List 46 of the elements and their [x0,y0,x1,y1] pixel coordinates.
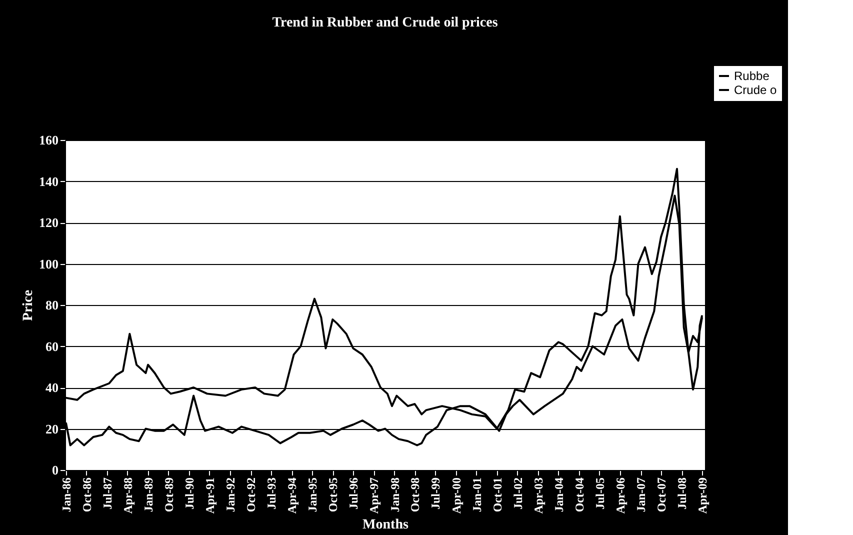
y-tick-label: 0 [52,462,58,478]
x-tick-label: Oct-04 [572,478,586,512]
x-tick-label: Jan-92 [224,478,238,512]
x-tick-label: Jan-89 [142,478,156,512]
y-tick-label: 20 [46,421,58,436]
x-tick-label: Apr-97 [367,478,382,514]
x-tick-label: Jul-02 [510,478,525,510]
x-tick-label: Jul-87 [100,478,114,510]
x-tick-label: Jul-93 [264,478,279,510]
x-tick-label: Jan-95 [306,478,320,512]
x-tick-label: Apr-88 [120,478,135,514]
legend-label: Crude o [734,83,778,97]
x-tick-label: Oct-86 [80,478,94,512]
x-tick-label: Jan-07 [634,478,648,512]
x-axis-title: Months [362,518,409,533]
x-tick-label: Jan-04 [552,478,566,512]
x-tick-label: Oct-98 [408,478,422,512]
x-tick-label: Jul-05 [592,478,607,510]
x-tick-label: Oct-92 [244,478,258,512]
y-tick-label: 40 [46,380,58,395]
x-tick-label: Apr-00 [449,478,464,514]
x-tick-label: Jul-90 [182,478,196,510]
y-tick-label: 140 [39,174,58,189]
x-tick-label: Oct-07 [654,478,669,512]
x-tick-label: Apr-91 [202,478,217,514]
x-tick-label: Apr-09 [696,478,710,514]
y-axis-title: Price [21,290,36,322]
x-tick-label: Apr-06 [613,478,628,514]
x-tick-label: Jan-86 [59,478,74,512]
chart-title: Trend in Rubber and Crude oil prices [272,16,498,30]
y-tick-label: 60 [46,338,58,354]
y-tick-label: 80 [46,298,58,312]
x-tick-label: Oct-01 [490,478,504,512]
x-tick-label: Oct-89 [162,478,176,512]
x-tick-label: Jul-08 [675,478,690,510]
x-tick-label: Jan-01 [470,478,484,512]
y-tick-label: 160 [39,132,58,148]
legend-label: Rubbe [734,69,770,83]
x-tick-label: Jul-96 [346,478,361,510]
x-tick-label: Apr-03 [531,478,546,514]
x-tick-label: Oct-95 [326,478,340,512]
x-tick-label: Apr-94 [285,478,300,514]
y-tick-label: 100 [39,256,58,272]
x-tick-label: Jan-98 [388,478,402,512]
x-tick-label: Jul-99 [428,478,443,510]
y-tick-label: 120 [39,215,58,230]
